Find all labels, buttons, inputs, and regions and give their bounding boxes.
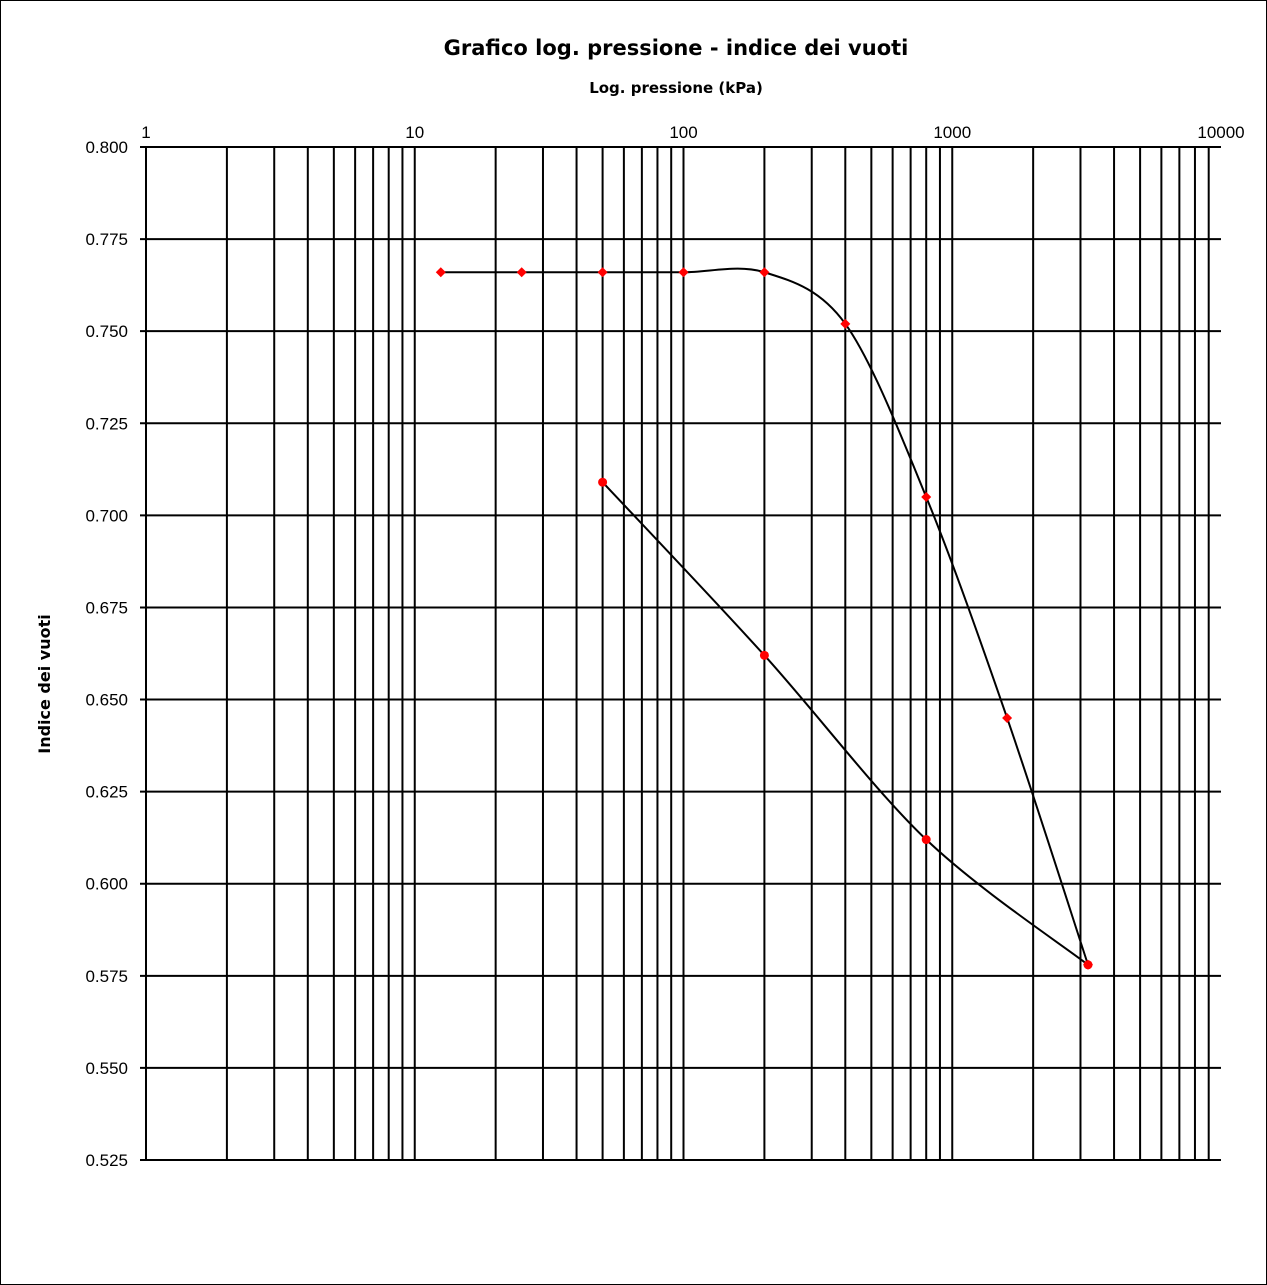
data-markers [435, 267, 1094, 970]
x-axis-label: Log. pressione (kPa) [589, 79, 763, 97]
data-point [921, 491, 932, 502]
x-tick-label: 1000 [933, 123, 971, 142]
y-tick-label: 0.575 [85, 967, 128, 986]
y-tick-label: 0.775 [85, 230, 128, 249]
data-point [1083, 960, 1093, 970]
data-point [759, 267, 770, 278]
x-tick-label: 10 [405, 123, 424, 142]
data-point [840, 318, 851, 329]
y-tick-label: 0.600 [85, 875, 128, 894]
y-tick-label: 0.525 [85, 1151, 128, 1170]
data-point [759, 650, 769, 660]
data-point [597, 267, 608, 278]
y-axis-label: Indice dei vuoti [35, 614, 54, 754]
data-point [678, 267, 689, 278]
y-tick-label: 0.550 [85, 1059, 128, 1078]
y-tick-label: 0.750 [85, 322, 128, 341]
y-tick-label: 0.725 [85, 414, 128, 433]
y-tick-label: 0.700 [85, 506, 128, 525]
y-tick-label: 0.675 [85, 598, 128, 617]
y-tick-label: 0.625 [85, 783, 128, 802]
data-point [921, 835, 931, 845]
data-point [1002, 712, 1013, 723]
y-tick-label: 0.650 [85, 691, 128, 710]
data-point [598, 477, 608, 487]
series-line-2 [601, 481, 1089, 966]
data-point [435, 267, 446, 278]
x-tick-label: 10000 [1197, 123, 1244, 142]
grid [140, 146, 1221, 1161]
x-tick-label: 1 [141, 123, 150, 142]
data-point [516, 267, 527, 278]
chart-title: Grafico log. pressione - indice dei vuot… [444, 36, 909, 60]
y-tick-label: 0.800 [85, 138, 128, 157]
tick-labels: 1 10 100 1000 10000 0.800 0.775 0.750 0.725 0.700… [85, 123, 1244, 1170]
x-tick-label: 100 [669, 123, 697, 142]
